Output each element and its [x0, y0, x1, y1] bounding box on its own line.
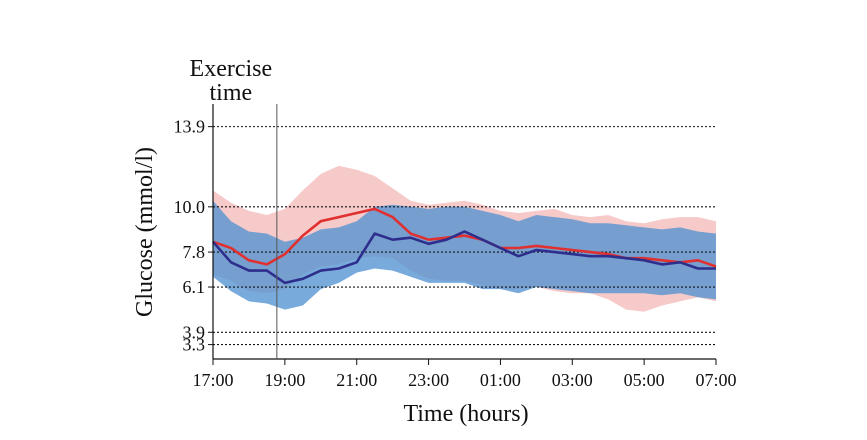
x-tick-label: 19:00 [264, 370, 305, 390]
y-tick-label: 10.0 [174, 197, 206, 217]
x-tick-label: 17:00 [192, 370, 233, 390]
y-axis-title: Glucose (mmol/l) [132, 147, 158, 317]
x-axis-ticks: 17:00 19:00 21:00 23:00 01:00 03:00 05:00 07:00 [192, 359, 737, 390]
exercise-annotation-line-2: time [210, 80, 253, 106]
y-axis-ticks: 3.33.9 6.1 7.8 10.0 13.9 [174, 117, 213, 355]
y-tick-label: 3.3 [183, 335, 206, 355]
x-tick-label: 05:00 [624, 370, 665, 390]
y-tick-label: 7.8 [183, 242, 206, 262]
y-tick-label: 6.1 [183, 277, 206, 297]
series-2-band [213, 200, 716, 310]
y-tick-label: 13.9 [174, 117, 206, 137]
y-tick-label: 3.9 [183, 322, 206, 342]
x-tick-label: 01:00 [480, 370, 521, 390]
confidence-bands [213, 165, 716, 312]
series-lines [212, 207, 717, 285]
x-tick-label: 07:00 [695, 370, 736, 390]
x-tick-label: 21:00 [336, 370, 377, 390]
x-tick-label: 03:00 [552, 370, 593, 390]
x-tick-label: 23:00 [408, 370, 449, 390]
exercise-annotation: Exercise time [190, 56, 278, 359]
series-2-line [212, 230, 716, 285]
exercise-annotation-line-1: Exercise [190, 56, 273, 82]
axes [212, 104, 716, 360]
x-axis-title: Time (hours) [403, 401, 528, 427]
